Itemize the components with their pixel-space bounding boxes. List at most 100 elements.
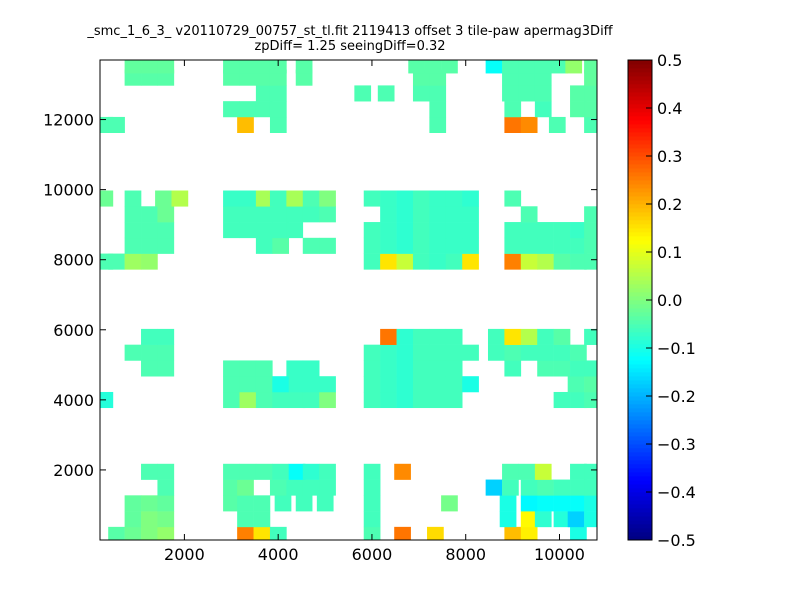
heatmap-cell [584,391,597,409]
heatmap-cell [319,391,336,409]
heatmap-cell [429,190,447,207]
heatmap-cell [429,101,447,118]
colorbar-segment [628,268,652,273]
heatmap-cell [295,495,313,512]
heatmap-cell [223,376,240,393]
y-tick-label: 2000 [53,461,94,480]
heatmap-cell [584,237,597,254]
heatmap-cell [553,391,571,409]
heatmap-cell [288,463,306,480]
y-tick-label: 10000 [43,181,94,200]
heatmap-cell [239,190,257,207]
heatmap-cell [380,391,397,409]
heatmap-cell [363,526,381,540]
heatmap-cell [124,511,142,528]
heatmap-cell [520,237,538,254]
heatmap-cell [441,495,458,512]
colorbar-segment [628,484,652,489]
x-tick-label: 10000 [534,545,585,564]
heatmap-cell [255,85,273,102]
heatmap-cell [553,253,571,270]
heatmap-cell [412,85,430,102]
heatmap-cell [504,222,522,239]
heatmap-cell [223,391,240,409]
heatmap-cell [412,391,430,409]
heatmap-cell [157,463,175,480]
heatmap-cell [534,60,552,74]
colorbar-segment [628,424,652,429]
heatmap-cell [502,69,519,86]
heatmap-cell [396,344,414,361]
heatmap-cell [255,69,273,86]
heatmap-cell [485,60,503,74]
heatmap-cell [363,495,381,512]
heatmap-cell [269,60,287,74]
colorbar-segment [628,224,652,229]
heatmap-cell [363,253,381,270]
colorbar-segment [628,100,652,105]
heatmap-cell [412,360,430,377]
heatmap-cell [124,344,142,361]
heatmap-cell [141,344,158,361]
heatmap-cell [363,237,381,254]
colorbar-segment [628,108,652,113]
heatmap-cell [253,511,271,528]
heatmap-cell [253,495,271,512]
colorbar-segment [628,352,652,357]
colorbar-segment [628,136,652,141]
heatmap-cell [570,495,587,512]
heatmap-cell [255,60,273,74]
heatmap-cell [157,206,175,223]
heatmap-cell [157,328,175,345]
heatmap-cell [520,116,538,134]
colorbar-segment [628,376,652,381]
colorbar-segment [628,404,652,409]
heatmap-cell [124,222,142,239]
heatmap-cell [502,85,519,102]
heatmap-cell [394,526,411,540]
heatmap-cell [499,495,517,512]
heatmap-cell [427,526,444,540]
heatmap-cell [424,60,442,74]
colorbar-segment [628,384,652,389]
heatmap-cell [124,69,142,86]
heatmap-cell [223,479,240,496]
heatmap-cell [553,495,571,512]
colorbar-segment [628,240,652,245]
colorbar-segment [628,152,652,157]
colorbar-segment [628,476,652,481]
heatmap-cell [504,526,522,540]
colorbar-segment [628,184,652,189]
colorbar-segment [628,412,652,417]
colorbar-segment [628,288,652,293]
heatmap-cell [534,463,552,480]
colorbar-segment [628,348,652,353]
heatmap-cell [124,190,142,207]
heatmap-cell [584,495,597,512]
heatmap-cell [537,495,554,512]
heatmap-cell [537,479,554,496]
heatmap-cell [237,479,254,496]
heatmap-cell [286,190,304,207]
heatmap-cell [518,85,536,102]
heatmap-cell [551,60,568,74]
heatmap-cell [286,206,304,223]
heatmap-cell [108,253,125,270]
heatmap-cell [412,237,430,254]
heatmap-cell [269,101,287,118]
heatmap-cell [570,101,587,118]
heatmap-cell [570,344,587,361]
heatmap-cell [429,222,447,239]
heatmap-cell [520,253,538,270]
heatmap-cell [269,116,287,134]
heatmap-cell [255,222,273,239]
heatmap-cell [584,60,597,74]
heatmap-cell [237,495,254,512]
heatmap-cell [537,253,554,270]
heatmap-cell [537,360,554,377]
heatmap-cell [141,360,158,377]
heatmap-cell [295,69,313,86]
y-tick-label: 8000 [53,251,94,270]
colorbar-segment [628,320,652,325]
heatmap-cell [429,206,447,223]
